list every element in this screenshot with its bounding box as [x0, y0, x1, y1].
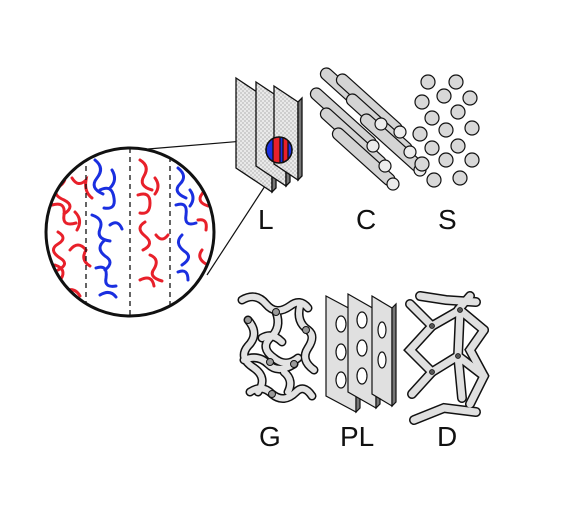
sphere	[436, 88, 452, 104]
sphere	[450, 138, 466, 154]
red-chains-strip-2	[136, 158, 170, 288]
label-diamond: D	[437, 421, 457, 452]
sphere	[462, 90, 478, 106]
sphere	[438, 152, 454, 168]
lamellar-structure	[235, 76, 303, 194]
interface-dashed-lines	[85, 148, 171, 316]
sphere	[414, 156, 430, 172]
label-cylinders: C	[356, 204, 376, 235]
perforated-sheet	[371, 294, 397, 408]
label-lamellar: L	[258, 204, 274, 235]
sphere	[420, 74, 436, 90]
lamella-sheet	[273, 84, 303, 182]
label-spheres: S	[438, 204, 457, 235]
sphere	[452, 170, 468, 186]
cylinders-structure	[309, 67, 427, 191]
diamond-structure	[403, 291, 490, 425]
label-perforated-lamellar: PL	[340, 421, 374, 452]
sphere	[424, 110, 440, 126]
label-gyroid: G	[259, 421, 281, 452]
sphere	[464, 120, 480, 136]
sphere	[412, 126, 428, 142]
sphere	[448, 74, 464, 90]
blue-chains-strip-1	[90, 158, 124, 299]
perforated-lamellar-structure	[325, 292, 397, 414]
sphere	[426, 172, 442, 188]
magnified-chain-circle	[44, 146, 216, 318]
gyroid-structure	[237, 292, 319, 403]
sphere	[414, 94, 430, 110]
zoom-spot	[265, 136, 293, 164]
sphere	[464, 152, 480, 168]
spheres-structure	[412, 74, 480, 188]
sphere	[438, 122, 454, 138]
blue-chains-strip-2	[174, 166, 198, 282]
sphere	[450, 104, 466, 120]
sphere	[424, 140, 440, 156]
